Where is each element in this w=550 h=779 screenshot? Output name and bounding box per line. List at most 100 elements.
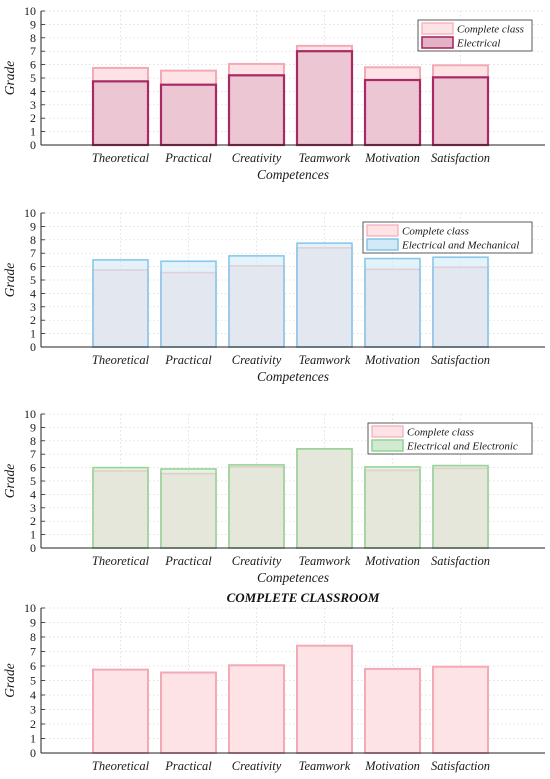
x-tick-label: Creativity [232, 554, 282, 568]
x-axis-label: Competences [257, 570, 329, 585]
bar [92, 668, 149, 754]
y-tick-label: 3 [30, 300, 36, 314]
x-tick-label: Satisfaction [431, 554, 490, 568]
bar [431, 76, 490, 147]
y-axis-label: Grade [2, 663, 17, 698]
legend: Complete class Electrical and Electronic [367, 422, 533, 455]
x-tick-label: Creativity [232, 353, 282, 367]
y-tick-label: 9 [30, 17, 36, 31]
legend-label: Complete class [457, 24, 524, 36]
y-tick-label: 5 [30, 474, 36, 488]
bar [159, 83, 218, 147]
y-tick-label: 10 [24, 407, 36, 421]
legend-label: Complete class [407, 427, 474, 439]
y-tick-label: 0 [30, 746, 36, 760]
y-tick-label: 4 [30, 487, 36, 501]
y-tick-label: 2 [30, 111, 36, 125]
y-tick-label: 6 [30, 58, 36, 72]
bar [160, 671, 217, 755]
x-tick-label: Practical [164, 353, 212, 367]
y-tick-label: 1 [30, 528, 36, 542]
y-tick-label: 4 [30, 688, 36, 702]
bar [363, 78, 422, 147]
x-tick-label: Theoretical [92, 151, 150, 165]
x-tick-label: Practical [164, 151, 212, 165]
y-tick-label: 8 [30, 31, 36, 45]
bar [364, 667, 421, 755]
x-tick-label: Motivation [364, 759, 420, 773]
y-tick-label: 10 [24, 206, 36, 220]
y-tick-label: 4 [30, 286, 36, 300]
y-tick-label: 5 [30, 674, 36, 688]
x-tick-label: Practical [164, 759, 212, 773]
y-tick-label: 4 [30, 84, 36, 98]
y-tick-label: 0 [30, 541, 36, 555]
y-tick-label: 2 [30, 313, 36, 327]
y-tick-label: 2 [30, 514, 36, 528]
y-tick-label: 8 [30, 434, 36, 448]
y-tick-label: 7 [30, 246, 36, 260]
y-tick-label: 3 [30, 501, 36, 515]
legend-swatch [371, 425, 404, 438]
y-tick-label: 2 [30, 717, 36, 731]
bar [432, 665, 489, 754]
bar [364, 466, 421, 549]
bar [92, 259, 149, 348]
legend-swatch [366, 224, 399, 237]
x-axis-label: Competences [257, 167, 329, 182]
y-tick-label: 6 [30, 461, 36, 475]
bar [160, 260, 217, 348]
legend-label: Complete class [402, 226, 469, 238]
bar [432, 256, 489, 348]
y-axis-label: Grade [2, 61, 17, 96]
legend-label: Electrical and Mechanical [401, 240, 519, 252]
x-tick-label: Teamwork [299, 353, 351, 367]
bar [160, 468, 217, 549]
y-tick-label: 5 [30, 71, 36, 85]
y-tick-label: 5 [30, 273, 36, 287]
y-tick-label: 7 [30, 447, 36, 461]
y-tick-label: 1 [30, 327, 36, 341]
y-tick-label: 8 [30, 233, 36, 247]
x-tick-label: Theoretical [92, 554, 150, 568]
y-tick-label: 0 [30, 340, 36, 354]
y-tick-label: 8 [30, 630, 36, 644]
x-tick-label: Motivation [364, 353, 420, 367]
x-tick-label: Motivation [364, 151, 420, 165]
y-tick-label: 9 [30, 616, 36, 630]
y-tick-label: 9 [30, 219, 36, 233]
legend-label: Electrical [456, 38, 500, 50]
y-tick-label: 6 [30, 260, 36, 274]
x-tick-label: Satisfaction [431, 151, 490, 165]
x-tick-label: Theoretical [92, 759, 150, 773]
bar [432, 464, 489, 549]
x-tick-label: Practical [164, 554, 212, 568]
x-axis-label: Competences [257, 369, 329, 384]
bar [228, 664, 285, 755]
y-tick-label: 3 [30, 703, 36, 717]
chart-title: COMPLETE CLASSROOM [227, 590, 380, 605]
bar [296, 242, 353, 348]
y-axis-label: Grade [2, 464, 17, 499]
bar [228, 464, 285, 549]
y-axis-label: Grade [2, 263, 17, 298]
x-tick-label: Teamwork [299, 151, 351, 165]
bar [296, 644, 353, 755]
legend-swatch [421, 36, 454, 49]
x-tick-label: Satisfaction [431, 759, 490, 773]
x-tick-label: Teamwork [299, 554, 351, 568]
legend-swatch [371, 439, 404, 452]
legend: Complete class Electrical and Mechanical [362, 221, 533, 254]
bar [364, 257, 421, 348]
x-tick-label: Teamwork [299, 759, 351, 773]
bar [227, 74, 286, 147]
x-tick-label: Theoretical [92, 353, 150, 367]
y-tick-label: 0 [30, 138, 36, 152]
bar [92, 466, 149, 549]
x-tick-label: Satisfaction [431, 353, 490, 367]
bar [296, 448, 353, 549]
